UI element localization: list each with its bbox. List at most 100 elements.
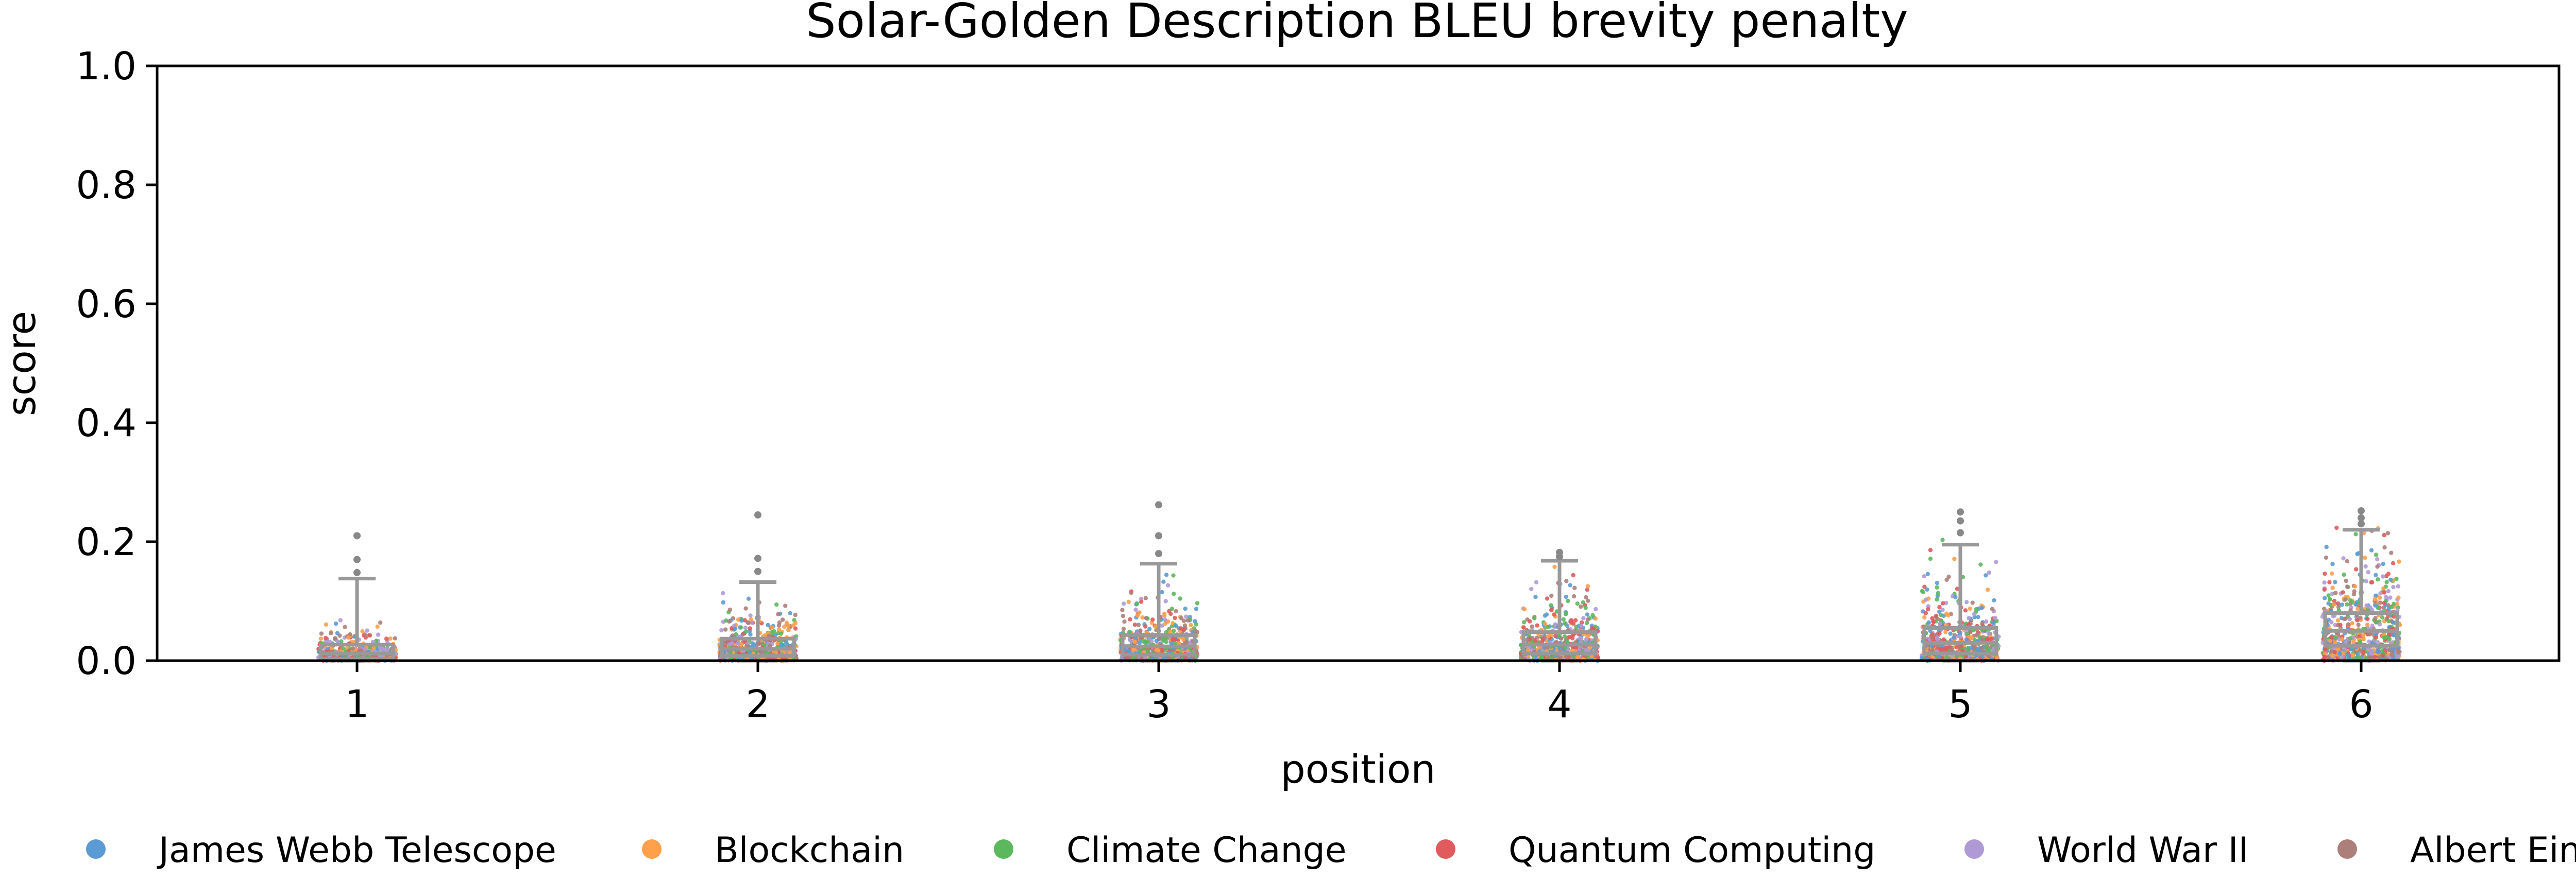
strip-point [2368, 648, 2374, 653]
strip-point [1935, 597, 1939, 602]
strip-point [2388, 577, 2393, 582]
strip-point [2343, 597, 2348, 602]
strip-point [1126, 599, 1131, 605]
strip-point [1940, 538, 1945, 542]
strip-point [1138, 628, 1143, 633]
strip-point [750, 620, 754, 625]
strip-point [2382, 590, 2386, 595]
strip-point [1966, 622, 1971, 627]
strip-point [2358, 615, 2363, 620]
strip-point [333, 621, 338, 626]
strip-point [1571, 594, 1577, 599]
strip-point [362, 647, 367, 652]
strip-point [2386, 589, 2391, 594]
legend-item: World War II [1964, 830, 2249, 871]
strip-point [1154, 647, 1159, 652]
strip-point [2376, 577, 2380, 582]
strip-point [2374, 573, 2378, 578]
strip-point [1575, 601, 1580, 606]
strip-point [1938, 622, 1942, 626]
strip-point [1979, 646, 1984, 650]
strip-point [738, 625, 743, 630]
strip-point [1573, 618, 1578, 623]
legend-label: Quantum Computing [1509, 830, 1875, 871]
strip-point [1937, 609, 1942, 614]
strip-point [2348, 636, 2353, 641]
strip-point [2358, 648, 2363, 653]
strip-point [1596, 655, 1600, 660]
strip-point [2365, 616, 2370, 622]
strip-point [1120, 608, 1125, 612]
outlier-point [754, 511, 761, 519]
strip-point [2357, 655, 2362, 660]
strip-point [1987, 570, 1991, 575]
strip-point [1940, 601, 1945, 606]
strip-point [1165, 583, 1171, 588]
strip-point [1195, 601, 1200, 606]
strip-point [1183, 606, 1188, 611]
strip-point [1170, 607, 1175, 611]
strip-point [1546, 634, 1551, 639]
legend-label: Albert Einstein [2410, 830, 2576, 871]
strip-point [2382, 600, 2386, 606]
strip-point [2374, 553, 2379, 557]
strip-point [1579, 624, 1584, 628]
strip-point [1935, 585, 1939, 590]
strip-point [1952, 557, 1957, 561]
outlier-point [1155, 501, 1162, 509]
strip-point [1940, 608, 1945, 612]
strip-point [1190, 629, 1195, 634]
strip-point [743, 629, 749, 634]
strip-point [781, 617, 785, 622]
strip-point [727, 607, 733, 612]
legend-label: World War II [2037, 830, 2249, 871]
strip-point [2331, 602, 2336, 607]
strip-point [2326, 593, 2331, 598]
strip-point [749, 617, 753, 622]
strip-point [2341, 556, 2346, 561]
strip-point [1952, 635, 1956, 640]
strip-point [1163, 617, 1167, 622]
strip-point [2364, 579, 2369, 584]
strip-point [1121, 601, 1126, 606]
strip-point [1964, 637, 1969, 642]
strip-point [1178, 596, 1182, 601]
strip-point [1154, 639, 1159, 643]
strip-point [1182, 623, 1188, 628]
outlier-point [353, 532, 361, 540]
strip-point [2372, 655, 2377, 660]
strip-point [2327, 580, 2332, 585]
strip-point [2350, 652, 2355, 658]
strip-point [1530, 635, 1535, 641]
strip-point [1570, 636, 1575, 641]
strip-point [1177, 641, 1181, 646]
strip-point [2327, 597, 2332, 601]
strip-point [2344, 578, 2348, 583]
strip-point [1572, 585, 1577, 590]
strip-point [2375, 557, 2380, 562]
strip-point [1583, 606, 1588, 610]
strip-point [2394, 576, 2399, 581]
strip-point [1571, 573, 1575, 578]
strip-point [1168, 629, 1173, 634]
strip-point [350, 646, 355, 651]
strip-point [746, 620, 751, 626]
strip-point [2355, 652, 2360, 657]
strip-point [2383, 648, 2387, 653]
legend-item: Climate Change [994, 830, 1347, 871]
strip-point [1136, 623, 1141, 627]
strip-point [1921, 590, 1925, 595]
strip-point [1586, 598, 1590, 603]
strip-point [759, 650, 765, 655]
strip-point [1545, 646, 1549, 650]
strip-point [1544, 612, 1549, 617]
strip-point [736, 641, 740, 646]
strip-point [2351, 592, 2357, 597]
strip-point [770, 630, 774, 634]
strip-point [2340, 602, 2344, 607]
strip-point [2336, 647, 2341, 651]
strip-point [793, 620, 798, 626]
strip-point [2342, 572, 2346, 577]
strip-point [346, 635, 351, 640]
strip-point [1172, 592, 1176, 596]
